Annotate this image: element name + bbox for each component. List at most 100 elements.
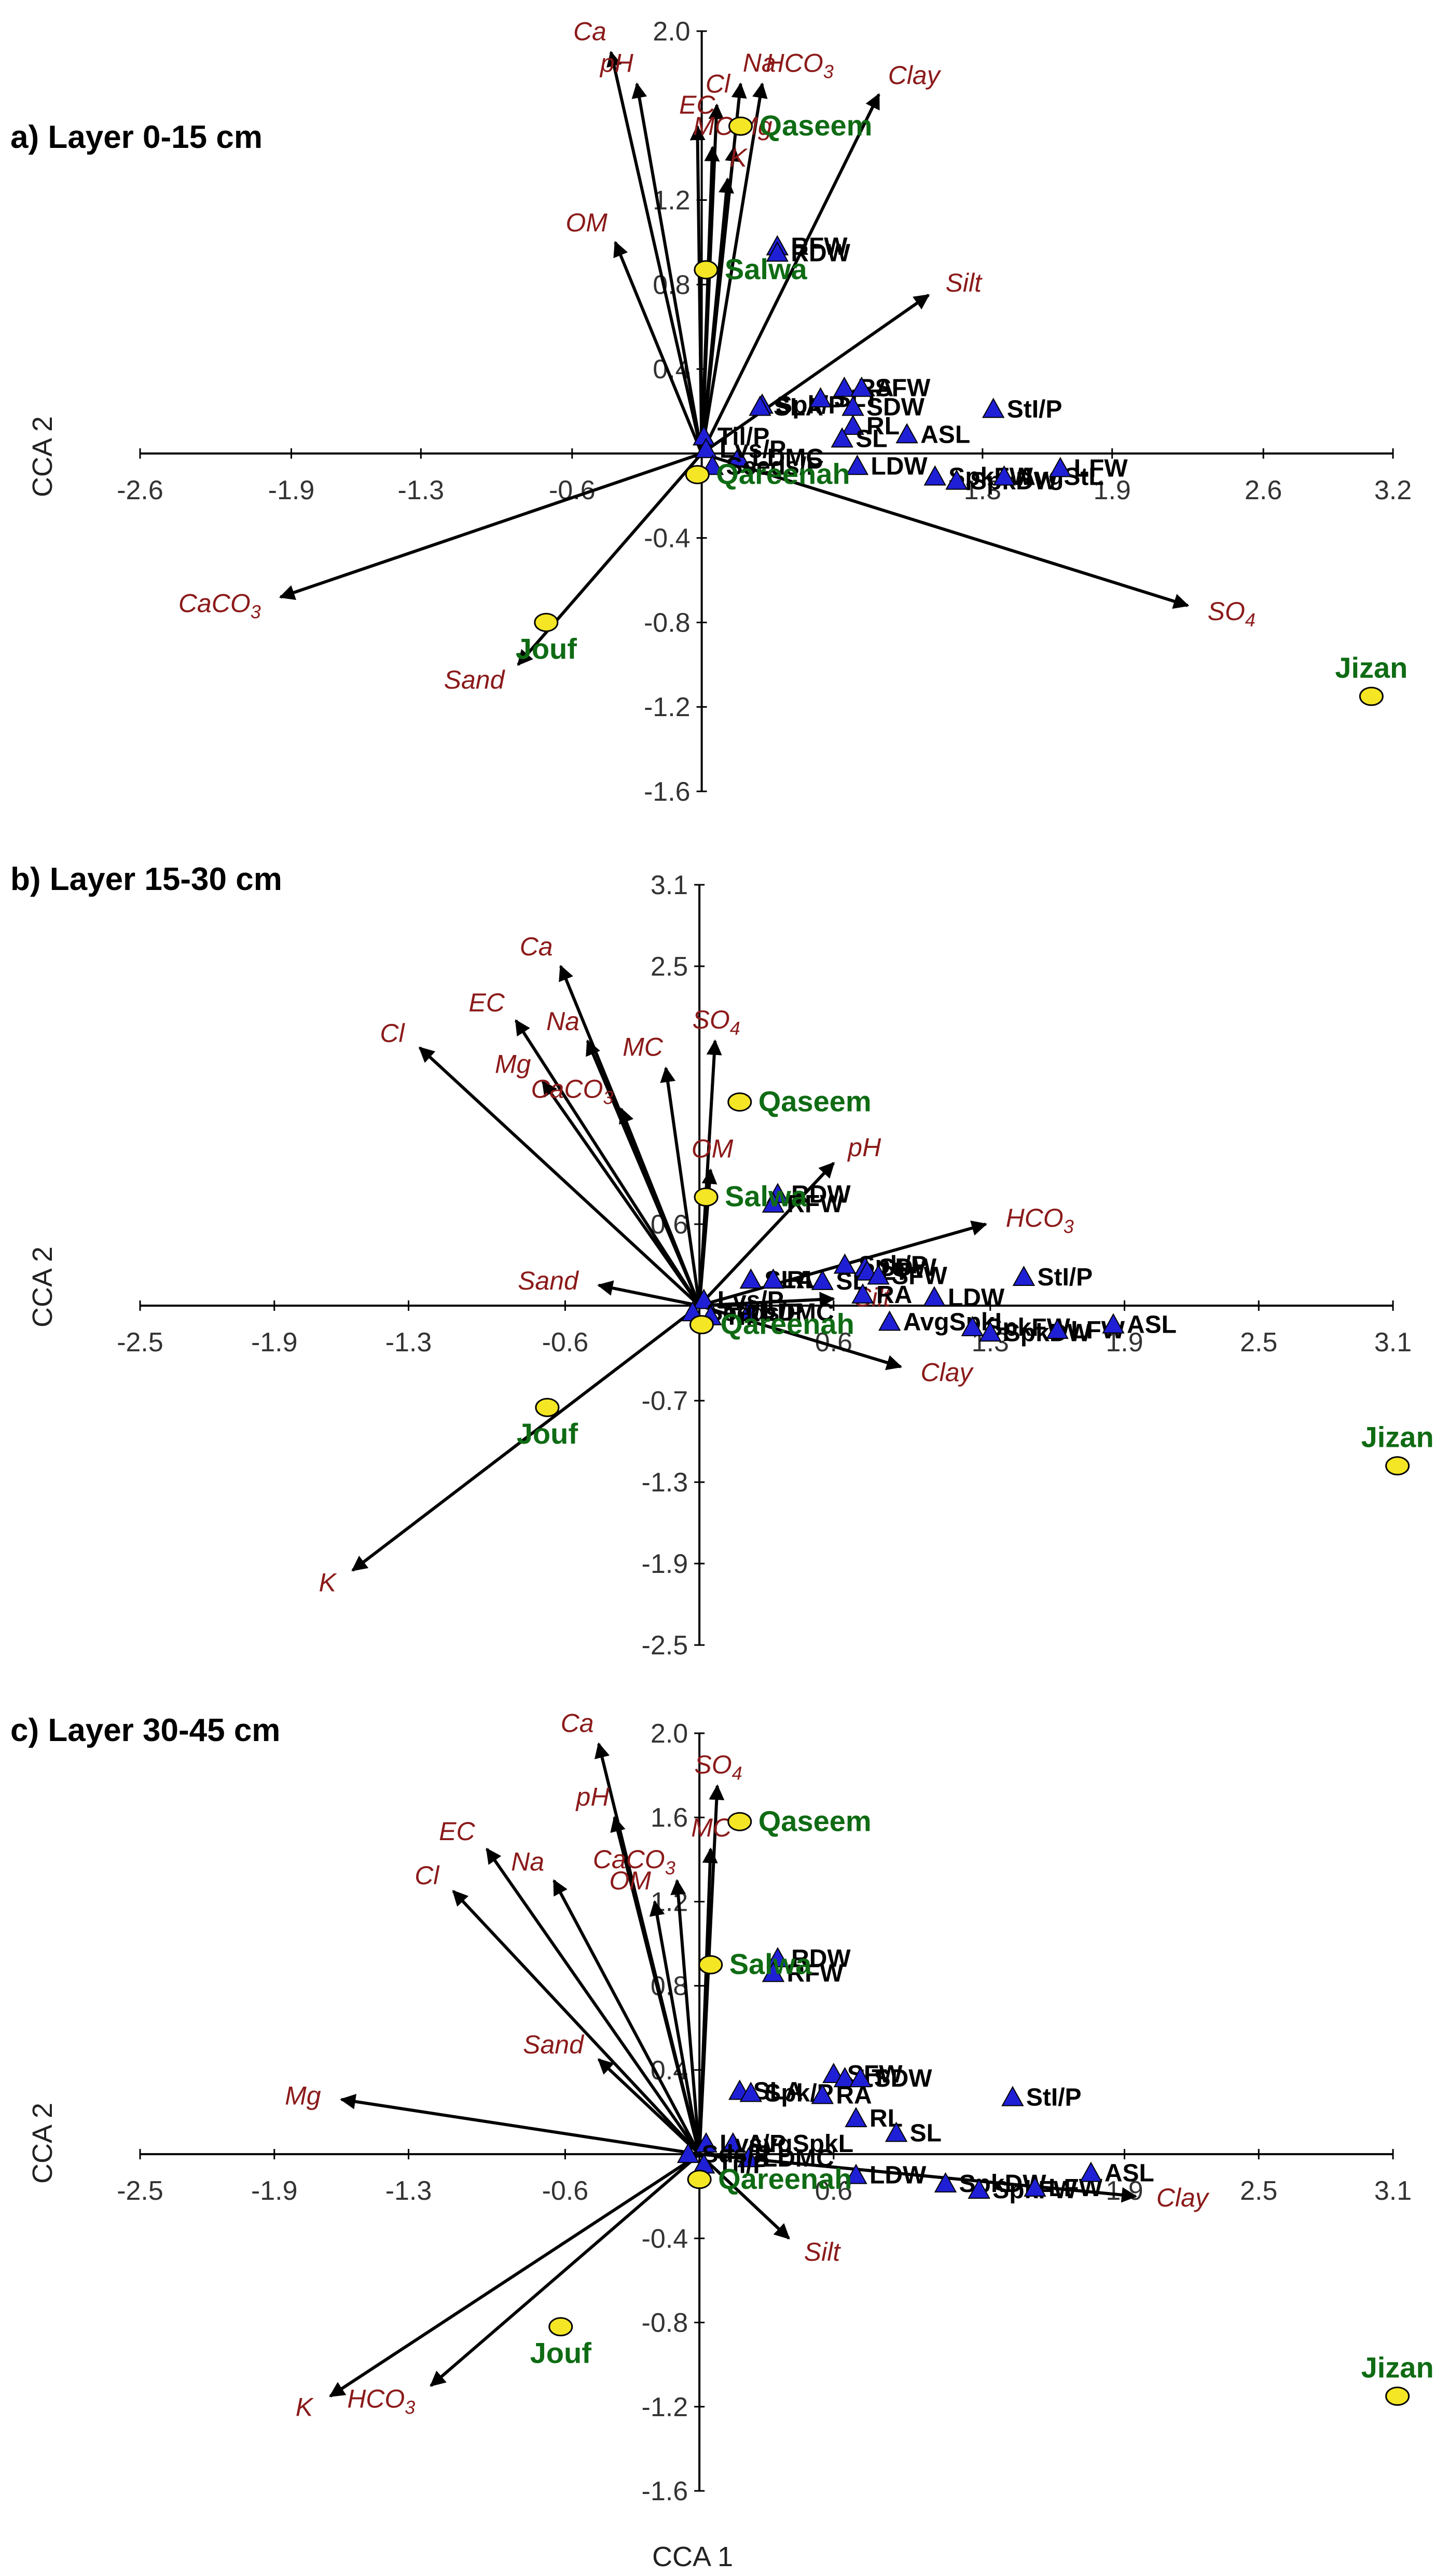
env-arrow-cl bbox=[452, 1889, 701, 2156]
trait-label-til-p: Til/P bbox=[717, 423, 769, 450]
x-tick-label: 3.1 bbox=[1374, 1327, 1412, 1358]
trait-label-asl: ASL bbox=[920, 421, 970, 448]
env-arrow-mc bbox=[698, 1847, 718, 2155]
env-label-mg: Mg bbox=[495, 1050, 531, 1079]
trait-label-rdw: RDW bbox=[791, 1181, 851, 1208]
site-label-qaseem: Qaseem bbox=[758, 1804, 872, 1837]
trait-label-til-p: Til/P bbox=[724, 1303, 776, 1331]
trait-label-sl: SL bbox=[910, 2120, 942, 2147]
env-label-ca: Ca bbox=[573, 17, 606, 46]
trait-label-sdw: SDW bbox=[866, 393, 925, 421]
trait-label-sla: SLA bbox=[753, 2077, 803, 2105]
trait-point-asl bbox=[895, 423, 918, 444]
env-label-sand: Sand bbox=[523, 2030, 585, 2059]
env-label-hco3: HCO3 bbox=[766, 48, 834, 82]
site-point-jizan bbox=[1385, 2387, 1410, 2406]
site-point-jizan bbox=[1359, 687, 1384, 706]
y-tick-label: 2.0 bbox=[651, 1719, 688, 1749]
trait-label-sdw: SDW bbox=[878, 1254, 937, 1282]
env-label-sand: Sand bbox=[518, 1266, 579, 1295]
trait-point-ldmc bbox=[737, 1301, 760, 1322]
env-label-caco3: CaCO3 bbox=[178, 589, 261, 623]
trait-label-lvs-p: Lvs/P bbox=[720, 436, 786, 463]
trait-label-rfw: RFW bbox=[791, 233, 848, 261]
env-label-clay: Clay bbox=[1156, 2183, 1210, 2212]
trait-point-lvs-p bbox=[695, 2132, 717, 2153]
trait-point-lt bbox=[833, 2067, 857, 2088]
trait-label-ldw: LDW bbox=[870, 2162, 927, 2189]
env-label-na: Na bbox=[546, 1007, 579, 1036]
trait-point-sl bbox=[811, 1269, 834, 1290]
trait-label-rl: RL bbox=[866, 413, 900, 440]
env-arrow-ec bbox=[514, 1019, 701, 1307]
env-arrow-na bbox=[553, 1879, 701, 2155]
trait-point-asl bbox=[1102, 1313, 1125, 1334]
trait-point-sl bbox=[885, 2121, 908, 2142]
trait-label-lvs-p: Lvs/P bbox=[720, 2130, 786, 2158]
trait-label-seeds-p: Seeds/P bbox=[726, 453, 823, 480]
env-label-caco3: CaCO3 bbox=[531, 1074, 613, 1108]
trait-point-spkfw bbox=[961, 1316, 984, 1336]
site-label-jizan: Jizan bbox=[1361, 1421, 1434, 1454]
env-label-ca: Ca bbox=[561, 1708, 594, 1737]
env-arrow-caco3 bbox=[670, 1879, 701, 2155]
trait-label-spkdw: SpkDW bbox=[970, 468, 1058, 495]
env-label-ca: Ca bbox=[520, 932, 553, 961]
panel-title: a) Layer 0-15 cm bbox=[10, 119, 263, 155]
trait-point-spkdw bbox=[979, 1321, 1002, 1342]
trait-label-til-p: Til/P bbox=[717, 2151, 769, 2178]
x-tick-label: 3.1 bbox=[1374, 2176, 1412, 2206]
x-tick-label: 1.9 bbox=[1094, 475, 1131, 505]
env-label-om: OM bbox=[609, 1866, 651, 1895]
y-tick-label: -0.4 bbox=[642, 2224, 688, 2254]
trait-point-spkfw bbox=[923, 465, 946, 486]
x-tick-label: 3.2 bbox=[1374, 475, 1412, 505]
env-label-clay: Clay bbox=[888, 61, 942, 90]
env-arrow-om bbox=[649, 1900, 701, 2155]
env-arrow-ca bbox=[606, 50, 703, 454]
trait-point-sti-p bbox=[1012, 1265, 1036, 1286]
x-tick-label: -1.3 bbox=[397, 475, 444, 505]
x-tick-label: 1.3 bbox=[964, 475, 1001, 505]
env-label-ph: pH bbox=[575, 1782, 610, 1811]
trait-label-rfw: RFW bbox=[786, 1190, 844, 1218]
trait-point-rfw bbox=[762, 1962, 785, 1982]
panel-title: b) Layer 15-30 cm bbox=[10, 861, 282, 897]
env-label-na: Na bbox=[511, 1847, 544, 1876]
panel-title: c) Layer 30-45 cm bbox=[10, 1712, 280, 1748]
trait-label-sdw: SDW bbox=[874, 2065, 933, 2092]
env-label-om: OM bbox=[692, 1134, 734, 1163]
env-arrow-ph bbox=[631, 82, 703, 454]
y-tick-label: 2.0 bbox=[653, 17, 690, 47]
site-point-qaseem bbox=[727, 1812, 752, 1831]
trait-label-spkdw: SpkDW bbox=[1004, 1319, 1092, 1347]
trait-label-ldmc: LDMC bbox=[752, 444, 824, 472]
x-tick-label: 2.5 bbox=[1240, 2176, 1277, 2206]
trait-point-rl bbox=[762, 1268, 785, 1289]
trait-label-asl: ASL bbox=[1127, 1311, 1177, 1339]
panel-a: a) Layer 0-15 cm CCA 2 -2.6 -1.9 -1.3 -0.6 1.3… bbox=[10, 17, 1412, 807]
x-tick-label: 2.5 bbox=[1240, 1327, 1277, 1358]
env-arrow-om bbox=[613, 241, 703, 455]
env-arrow-sand bbox=[597, 2058, 701, 2156]
site-point-jouf bbox=[534, 612, 559, 632]
trait-point-rdw bbox=[766, 241, 789, 262]
trait-point-lvs-p bbox=[693, 1289, 715, 1309]
y-tick-label: -0.4 bbox=[644, 524, 691, 554]
env-label-k: K bbox=[729, 143, 748, 172]
trait-label-ldmc: LDMC bbox=[762, 2145, 834, 2172]
trait-label-avgspkl: AvgSpkL bbox=[747, 2130, 853, 2158]
env-label-ph: pH bbox=[847, 1133, 881, 1162]
trait-point-sti-p bbox=[1001, 2086, 1024, 2106]
env-arrow-silt bbox=[698, 2153, 790, 2240]
site-point-qareenah bbox=[689, 1315, 714, 1335]
env-arrow-caco3 bbox=[279, 452, 702, 600]
site-point-qaseem bbox=[728, 116, 753, 136]
trait-point-ra bbox=[811, 2084, 834, 2104]
x-tick-label: -2.6 bbox=[117, 475, 163, 505]
trait-point-slt bbox=[809, 387, 832, 408]
y-tick-label: -1.9 bbox=[642, 1549, 688, 1579]
y-tick-label: -1.2 bbox=[642, 2392, 688, 2422]
env-arrow-k bbox=[351, 1304, 700, 1572]
